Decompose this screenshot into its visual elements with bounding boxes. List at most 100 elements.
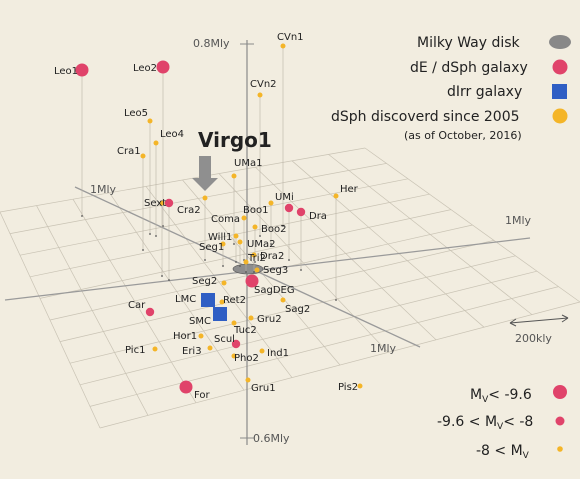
galaxy-label-will1: Will1 — [208, 232, 232, 243]
galaxy-label-for: For — [194, 390, 211, 401]
stem-base-umi — [288, 259, 290, 261]
stem-base-sext — [168, 279, 170, 281]
legend-label-new: dSph discoverd since 2005 — [331, 109, 520, 125]
galaxy-label-pis2: Pis2 — [338, 382, 358, 393]
mag-row-2: -9.6 < MV< -8 — [437, 414, 533, 432]
galaxy-marker-umi — [284, 203, 294, 213]
stem-base-dra — [300, 269, 302, 271]
stem-base-leo5 — [149, 233, 151, 235]
stem-base-cra2 — [161, 275, 163, 277]
grid-line — [99, 301, 580, 429]
magnitude-legend: MV< -9.6 -9.6 < MV< -8 -8 < MV — [437, 385, 567, 461]
galaxy-marker-hor1 — [198, 333, 204, 339]
galaxy-marker-ind1 — [259, 348, 265, 354]
grid-line — [255, 166, 437, 341]
markers — [75, 43, 363, 394]
galaxy-marker-seg3 — [254, 267, 260, 273]
galaxy-marker-pic1 — [152, 346, 158, 352]
mag-small-icon — [557, 446, 563, 452]
stem-base-boo2 — [254, 261, 256, 263]
galaxy-marker-boo2 — [252, 224, 258, 230]
galaxy-label-sag2: Sag2 — [285, 304, 310, 315]
galaxy-label-tuc2: Tuc2 — [233, 325, 257, 336]
stem-base-dra2 — [253, 271, 255, 273]
scale-arrow-left — [509, 318, 517, 327]
galaxy-label-ret2: Ret2 — [223, 295, 246, 306]
galaxy-marker-her — [333, 193, 339, 199]
galaxy-marker-for — [179, 380, 193, 394]
stem-base-leo4 — [155, 235, 157, 237]
galaxy-marker-eri3 — [207, 345, 213, 351]
galaxy-marker-cra2 — [159, 200, 165, 206]
galaxy-marker-cra1 — [140, 153, 146, 159]
galaxy-marker-coma — [241, 215, 247, 221]
mag-large-icon — [553, 385, 567, 399]
legend: Milky Way disk dE / dSph galaxy dIrr gal… — [331, 35, 571, 142]
labels: CVn1 Leo1 Leo2 CVn2 Leo5 Leo4 Cra1 UMa1 Her Sext C… — [54, 32, 359, 401]
mag-row-1: MV< -9.6 — [470, 387, 532, 405]
scale-label: 200kly — [515, 332, 552, 345]
galaxy-label-boo1: Boo1 — [243, 205, 268, 216]
stem-base-cvn1 — [282, 225, 284, 227]
galaxy-marker-leo1 — [75, 63, 89, 77]
axis-label-left: 1Mly — [90, 183, 117, 196]
grid-line — [69, 255, 516, 364]
galaxy-label-umi: UMi — [275, 192, 294, 203]
galaxy-label-eri3: Eri3 — [182, 346, 202, 357]
galaxy-marker-virgo1 — [202, 195, 208, 201]
stem-base-uma1 — [233, 243, 235, 245]
galaxy-label-uma2: UMa2 — [247, 239, 275, 250]
galaxy-marker-scul — [231, 339, 241, 349]
galaxy-marker-pis2 — [357, 383, 363, 389]
stem-base-leo1 — [81, 215, 83, 217]
highlight-label: Virgo1 — [198, 128, 272, 152]
legend-label-de: dE / dSph galaxy — [410, 60, 528, 76]
galaxy-marker-leo4 — [153, 140, 159, 146]
galaxy-label-cra1: Cra1 — [117, 146, 141, 157]
highlight-arrow-icon — [192, 156, 218, 191]
grid-line — [89, 286, 559, 407]
galaxy-marker-ret2 — [219, 299, 225, 305]
stem-base-virgo1 — [204, 259, 206, 261]
galaxy-label-seg2: Seg2 — [192, 276, 217, 287]
galaxy-marker-sagdeg — [245, 274, 259, 288]
galaxy-label-boo2: Boo2 — [261, 224, 286, 235]
stem-base-her — [335, 299, 337, 301]
grid-line — [59, 240, 495, 342]
galaxy-label-hor1: Hor1 — [173, 331, 197, 342]
galaxy-label-cvn1: CVn1 — [277, 32, 304, 43]
galaxy-marker-dra — [296, 207, 306, 217]
legend-label-milky-way: Milky Way disk — [417, 35, 521, 51]
galaxy-label-sext: Sext — [144, 198, 166, 209]
galaxy-marker-pho2 — [231, 353, 237, 359]
galaxy-label-leo2: Leo2 — [133, 63, 157, 74]
galaxy-label-leo1: Leo1 — [54, 66, 78, 77]
galaxy-marker-boo1 — [268, 200, 274, 206]
galaxy-marker-cvn1 — [280, 43, 286, 49]
galaxy-marker-gru1 — [245, 377, 251, 383]
galaxy-marker-dra2 — [251, 252, 257, 258]
galaxy-label-car: Car — [128, 300, 146, 311]
galaxy-marker-smc — [213, 307, 227, 321]
mag-row-3: -8 < MV — [476, 443, 530, 461]
stem-base-boo1 — [270, 243, 272, 245]
axis-label-front: 1Mly — [370, 342, 397, 355]
stem-base-tri2 — [245, 271, 247, 273]
galaxy-label-lmc: LMC — [175, 294, 196, 305]
grid-line — [49, 224, 473, 321]
legend-dirr-icon — [552, 84, 567, 99]
mag-medium-icon — [555, 416, 565, 426]
stem-base-leo2 — [162, 225, 164, 227]
legend-de-icon — [552, 59, 568, 75]
grid-line — [79, 270, 538, 386]
galaxy-label-gru2: Gru2 — [257, 314, 282, 325]
legend-milky-way-icon — [549, 35, 571, 49]
galaxy-label-sagdeg: SagDEG — [254, 285, 295, 296]
galaxy-label-pic1: Pic1 — [125, 345, 145, 356]
galaxy-marker-leo2 — [156, 60, 170, 74]
galaxy-label-cra2: Cra2 — [177, 205, 201, 216]
galaxy-label-scul: Scul — [214, 334, 235, 345]
axis-label-bottom: 0.6Mly — [253, 432, 290, 445]
stem-base-will1 — [235, 261, 237, 263]
